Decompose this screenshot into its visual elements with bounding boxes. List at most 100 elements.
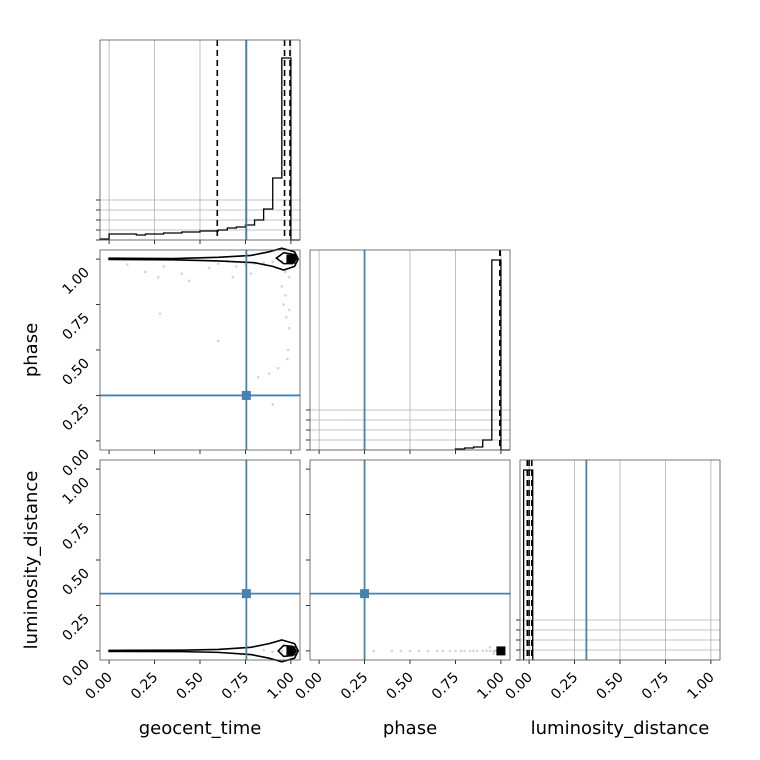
xtick-label-luminosity_distance: 0.25	[548, 670, 581, 703]
xtick-label-geocent_time: 1.00	[264, 670, 297, 703]
xtick-label-luminosity_distance: 0.00	[503, 670, 536, 703]
sample-point	[488, 649, 492, 653]
hist-panel-luminosity_distance	[516, 459, 721, 664]
sample-point	[216, 339, 220, 343]
yaxis-label-luminosity_distance: luminosity_distance	[21, 471, 42, 650]
xtick-label-phase: 0.25	[338, 670, 371, 703]
sample-point	[231, 275, 235, 279]
ytick-label-phase: 1.00	[59, 265, 92, 298]
sample-point	[271, 403, 275, 406]
sample-point	[472, 649, 475, 653]
hist-panel-geocent_time	[96, 39, 301, 244]
histogram-phase	[454, 259, 510, 451]
xtick-label-geocent_time: 0.25	[128, 670, 161, 703]
sample-point	[271, 260, 275, 264]
sample-point	[285, 315, 288, 319]
hist-panel-phase	[306, 249, 511, 454]
sample-point	[285, 357, 289, 361]
sample-point	[492, 652, 495, 655]
sample-point	[280, 285, 284, 288]
sample-point	[156, 275, 160, 279]
truth-marker	[360, 589, 370, 599]
xtick-label-geocent_time: 0.00	[83, 670, 116, 703]
sample-point	[485, 649, 488, 653]
panel-frame	[519, 459, 721, 661]
density-contour-0	[108, 639, 300, 663]
sample-point	[287, 308, 291, 312]
sample-point	[286, 348, 290, 352]
ytick-label-luminosity_distance: 0.75	[59, 520, 92, 553]
xtick-label-phase: 0.75	[429, 670, 462, 703]
sample-point	[494, 649, 497, 653]
sample-point	[399, 649, 403, 653]
sample-point	[276, 366, 280, 370]
sample-point	[441, 649, 445, 653]
sample-point	[282, 303, 285, 306]
sample-point	[162, 265, 165, 268]
ytick-label-phase: 0.50	[59, 356, 92, 389]
sample-point	[235, 265, 238, 268]
panel-frame	[309, 249, 511, 451]
peak-marker	[496, 646, 506, 656]
sample-point	[267, 372, 271, 375]
xaxis-label-geocent_time: geocent_time	[139, 718, 262, 739]
sample-point	[287, 326, 291, 330]
sample-point	[125, 263, 129, 266]
ytick-label-luminosity_distance: 0.00	[59, 656, 92, 689]
scatter-panel-phase-luminosity_distance	[306, 459, 511, 664]
sample-point	[426, 649, 430, 653]
panel-frame	[99, 249, 301, 451]
truth-marker	[241, 390, 251, 400]
sample-point	[271, 650, 275, 654]
xtick-label-phase: 1.00	[474, 670, 507, 703]
xtick-label-phase: 0.50	[383, 670, 416, 703]
peak-marker	[286, 254, 296, 264]
sample-point	[492, 649, 495, 653]
sample-point	[284, 270, 287, 274]
sample-point	[468, 649, 472, 653]
peak-marker	[286, 646, 296, 656]
truth-marker	[241, 589, 251, 599]
xtick-label-luminosity_distance: 0.75	[639, 670, 672, 703]
sample-point	[187, 279, 191, 283]
sample-point	[488, 645, 492, 649]
sample-point	[256, 375, 260, 379]
panel-frame	[309, 459, 511, 661]
sample-point	[448, 649, 452, 653]
scatter-panel-geocent_time-phase	[96, 247, 301, 454]
scatter-panel-geocent_time-luminosity_distance	[96, 459, 301, 664]
sample-point	[207, 266, 211, 270]
sample-point	[180, 272, 184, 275]
histogram-geocent_time	[99, 57, 300, 241]
ytick-label-luminosity_distance: 0.50	[59, 566, 92, 599]
sample-point	[372, 649, 375, 653]
sample-point	[454, 649, 457, 653]
sample-point	[280, 649, 284, 653]
sample-point	[287, 275, 291, 279]
xtick-label-phase: 0.00	[293, 670, 326, 703]
sample-point	[158, 312, 162, 315]
ytick-label-luminosity_distance: 0.25	[59, 611, 92, 644]
sample-point	[262, 261, 265, 265]
xaxis-label-phase: phase	[383, 718, 437, 739]
panel-frame	[99, 459, 301, 661]
sample-point	[463, 649, 466, 653]
xtick-label-luminosity_distance: 0.50	[593, 670, 626, 703]
xaxis-label-luminosity_distance: luminosity_distance	[531, 718, 710, 739]
ytick-label-phase: 0.00	[59, 446, 92, 479]
sample-point	[481, 649, 485, 653]
xtick-label-geocent_time: 0.75	[219, 670, 252, 703]
sample-point	[249, 272, 253, 275]
sample-point	[417, 649, 421, 653]
sample-point	[144, 270, 147, 274]
density-contour-1	[275, 251, 298, 265]
sample-point	[435, 649, 439, 653]
sample-point	[459, 649, 463, 653]
xtick-label-luminosity_distance: 1.00	[684, 670, 717, 703]
xtick-label-geocent_time: 0.50	[173, 670, 206, 703]
sample-point	[216, 262, 220, 265]
sample-point	[262, 648, 265, 652]
panel-frame	[99, 39, 301, 241]
ytick-label-luminosity_distance: 1.00	[59, 475, 92, 508]
